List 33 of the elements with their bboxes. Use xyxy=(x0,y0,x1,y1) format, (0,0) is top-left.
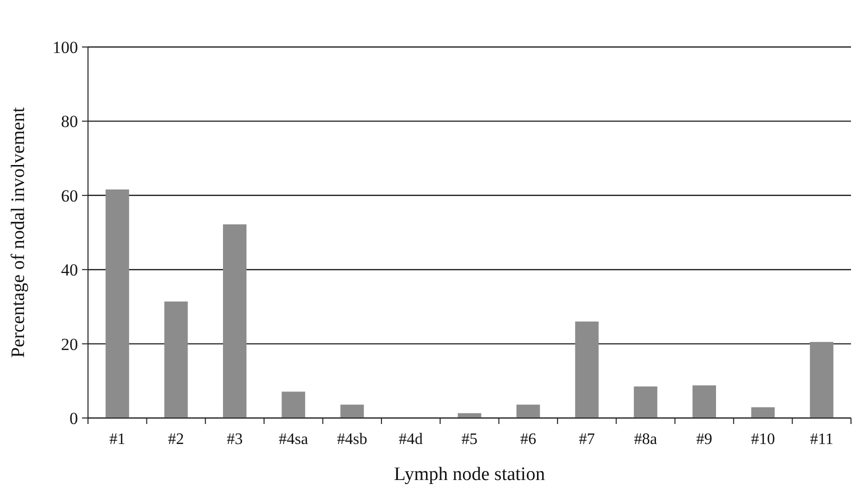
x-tick-label: #7 xyxy=(578,431,595,448)
bar xyxy=(516,404,540,418)
x-tick-label: #5 xyxy=(462,431,478,448)
bar xyxy=(282,392,306,418)
y-axis-title: Percentage of nodal involvement xyxy=(8,106,29,358)
bar xyxy=(810,342,834,418)
bar xyxy=(575,322,599,418)
bar xyxy=(164,302,188,418)
bar xyxy=(458,413,482,418)
bar xyxy=(751,407,775,418)
y-tick-label: 100 xyxy=(52,38,78,57)
x-tick-label: #3 xyxy=(226,431,243,448)
x-tick-label: #9 xyxy=(696,431,712,448)
y-tick-label: 0 xyxy=(70,408,78,428)
x-tick-label: #2 xyxy=(168,431,184,448)
x-tick-label: #11 xyxy=(810,431,834,448)
y-tick-label: 20 xyxy=(61,334,78,354)
x-tick-label: #4d xyxy=(398,431,423,448)
bar xyxy=(692,385,716,418)
bar xyxy=(340,404,364,418)
x-tick-label: #10 xyxy=(750,431,775,448)
y-tick-label: 60 xyxy=(61,186,78,206)
x-tick-label: #1 xyxy=(109,431,126,448)
bar xyxy=(634,386,658,418)
x-tick-label: #4sb xyxy=(337,431,368,448)
x-tick-label: #8a xyxy=(634,431,658,448)
x-tick-label: #6 xyxy=(520,431,536,448)
y-tick-label: 40 xyxy=(61,260,78,280)
x-tick-label: #4sa xyxy=(278,431,308,448)
bar xyxy=(106,189,130,418)
y-tick-label: 80 xyxy=(61,112,78,132)
x-axis-title: Lymph node station xyxy=(394,464,546,485)
bar xyxy=(222,224,246,418)
